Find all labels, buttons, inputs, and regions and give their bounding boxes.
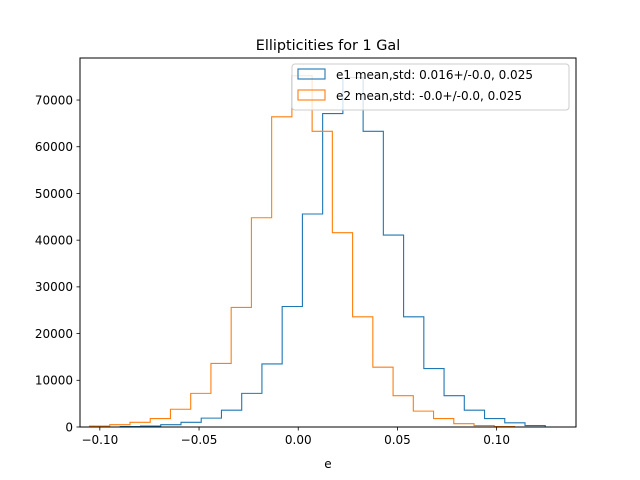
y-tick-label: 10000: [35, 374, 73, 388]
legend-swatch-1: [297, 68, 326, 80]
legend-box: [291, 63, 570, 111]
legend-label-1: e1 mean,std: 0.016+/-0.0, 0.025: [336, 68, 533, 82]
y-tick-label: 20000: [35, 327, 73, 341]
x-tick-label: −0.10: [81, 433, 118, 447]
x-tick-label: 0.00: [285, 433, 312, 447]
y-tick-label: 70000: [35, 93, 73, 107]
x-tick-label: 0.10: [483, 433, 510, 447]
axis-ticks: −0.10 −0.05 0.00 0.05 0.10 0 10000 20000 30000 40…: [35, 93, 510, 447]
x-tick-label: −0.05: [181, 433, 218, 447]
y-tick-label: 30000: [35, 280, 73, 294]
x-axis-label: e: [324, 457, 331, 471]
y-tick-label: 50000: [35, 187, 73, 201]
legend: e1 mean,std: 0.016+/-0.0, 0.025 e2 mean,s…: [291, 63, 570, 111]
x-tick-label: 0.05: [384, 433, 411, 447]
series-1-histogram: [119, 77, 546, 428]
chart-title: Ellipticities for 1 Gal: [256, 38, 400, 54]
y-tick-label: 60000: [35, 140, 73, 154]
legend-swatch-2: [297, 89, 326, 101]
legend-label-2: e2 mean,std: -0.0+/-0.0, 0.025: [336, 89, 522, 103]
y-tick-label: 40000: [35, 233, 73, 247]
y-tick-label: 0: [65, 420, 73, 434]
axes-frame: [79, 57, 577, 428]
